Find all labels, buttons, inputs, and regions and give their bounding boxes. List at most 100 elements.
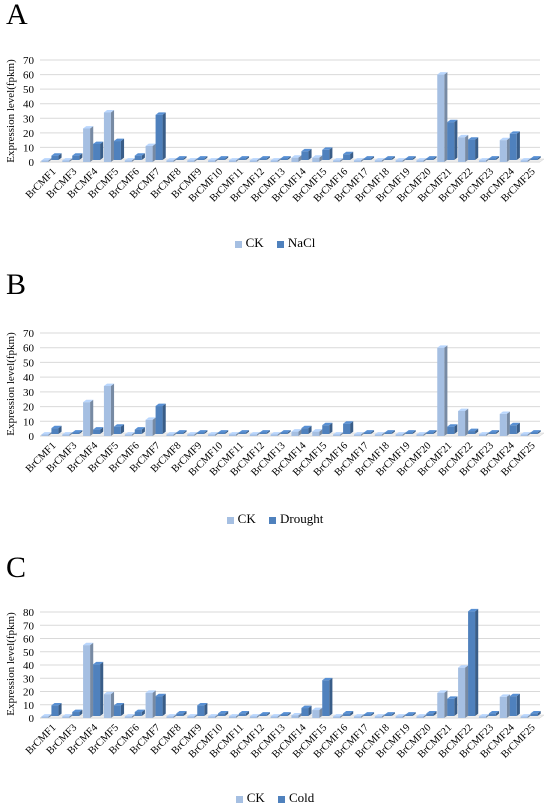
- bar-ck: [145, 417, 156, 436]
- bar-top: [208, 432, 219, 435]
- bar-front: [62, 434, 70, 436]
- bar-side: [100, 661, 104, 716]
- bar-front: [187, 716, 195, 718]
- bar-side: [516, 131, 520, 160]
- bar-ck: [208, 714, 219, 718]
- bar-front: [124, 716, 132, 718]
- bar-treatment: [51, 703, 62, 716]
- bar-front: [208, 434, 216, 436]
- bar-top: [530, 710, 541, 714]
- bar-front: [249, 434, 257, 436]
- bar-side: [298, 712, 302, 718]
- bar-side: [100, 141, 104, 160]
- bar-top: [301, 425, 312, 429]
- bar-side: [350, 710, 354, 716]
- bar-treatment: [238, 156, 250, 160]
- bar-ck: [145, 143, 156, 162]
- bar-front: [478, 716, 486, 718]
- bar-side: [79, 709, 83, 716]
- bar-top: [343, 421, 354, 424]
- bar-front: [478, 160, 486, 162]
- bar-front: [113, 426, 121, 434]
- bar-top: [238, 156, 250, 159]
- bar-ck: [62, 158, 73, 162]
- bar-treatment: [197, 703, 208, 716]
- bar-ck: [520, 432, 531, 436]
- bar-front: [488, 432, 496, 434]
- bar-top: [249, 714, 260, 717]
- y-axis-label: Expression level(fpkm): [5, 59, 17, 163]
- bar-front: [155, 114, 163, 160]
- bar-treatment: [218, 710, 229, 716]
- bar-front: [218, 432, 226, 434]
- bar-top: [176, 710, 187, 714]
- bar-side: [381, 714, 385, 718]
- bar-side: [537, 710, 541, 716]
- bar-front: [405, 158, 413, 160]
- bar-side: [308, 148, 312, 160]
- bar-front: [530, 432, 538, 434]
- bar-front: [384, 158, 392, 160]
- bar-side: [277, 432, 281, 436]
- bar-front: [291, 431, 299, 436]
- bar-top: [197, 703, 208, 706]
- bar-front: [353, 160, 361, 162]
- bar-top: [62, 714, 73, 717]
- bar-front: [166, 716, 174, 718]
- bar-side: [48, 158, 52, 162]
- y-tick-label: 60: [23, 343, 35, 355]
- bar-ck: [83, 399, 94, 436]
- bar-top: [509, 422, 520, 426]
- bar-top: [405, 712, 416, 715]
- bar-front: [520, 434, 528, 436]
- bar-top: [166, 158, 177, 161]
- bar-side: [308, 425, 312, 434]
- bar-side: [215, 714, 219, 718]
- bar-treatment: [259, 712, 270, 716]
- bar-treatment: [176, 710, 187, 716]
- bar-side: [256, 432, 260, 436]
- bar-ck: [353, 432, 365, 436]
- bar-side: [266, 712, 270, 716]
- bar-treatment: [384, 430, 395, 434]
- bar-top: [270, 158, 281, 161]
- bar-top: [395, 714, 406, 717]
- bar-top: [93, 141, 104, 144]
- bar-treatment: [93, 141, 104, 160]
- bar-side: [90, 399, 94, 436]
- bar-side: [516, 693, 520, 716]
- bar-ck: [333, 714, 344, 718]
- bar-top: [197, 156, 208, 159]
- bar-side: [58, 153, 62, 160]
- bar-side: [423, 158, 427, 162]
- bar-front: [166, 434, 174, 436]
- bar-side: [141, 427, 145, 434]
- bar-front: [197, 705, 205, 716]
- bar-ck: [416, 714, 427, 718]
- bar-front: [520, 716, 528, 718]
- bar-side: [79, 430, 83, 434]
- y-tick-label: 10: [23, 416, 35, 428]
- legend-item-treatment: NaCl: [276, 235, 315, 251]
- bar-ck: [166, 158, 177, 162]
- bar-ck: [208, 158, 219, 162]
- bar-front: [395, 434, 403, 436]
- bar-front: [343, 154, 351, 160]
- bar-side: [444, 690, 448, 718]
- bar-side: [319, 155, 323, 162]
- bar-front: [113, 141, 121, 160]
- bar-treatment: [384, 712, 395, 716]
- bar-side: [141, 709, 145, 716]
- bar-front: [333, 716, 341, 718]
- bar-side: [266, 156, 270, 160]
- bar-treatment: [280, 712, 291, 716]
- panel-letter: A: [6, 0, 28, 31]
- y-tick-label: 80: [23, 607, 35, 619]
- bar-top: [416, 714, 427, 717]
- bar-top: [218, 430, 229, 433]
- bar-front: [384, 714, 392, 716]
- panel-letter: B: [6, 268, 27, 301]
- bar-side: [485, 714, 490, 718]
- bar-side: [506, 137, 510, 162]
- bar-front: [405, 432, 413, 434]
